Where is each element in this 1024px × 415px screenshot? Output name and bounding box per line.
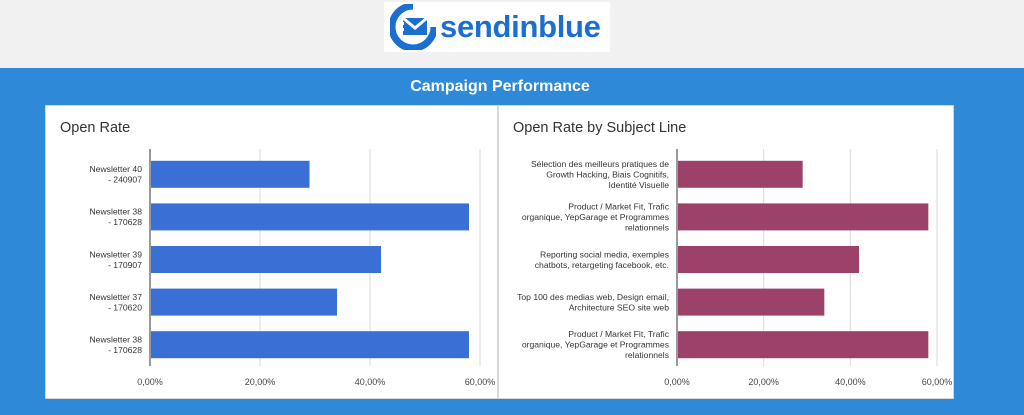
bar: [151, 160, 310, 188]
category-label: Reporting social media, exemples chatbots…: [535, 249, 669, 270]
sendinblue-logo: sendinblue: [384, 2, 610, 52]
envelope-logo-icon: [390, 4, 436, 50]
x-tick-label: 20,00%: [245, 377, 276, 387]
x-tick-label: 0,00%: [664, 377, 690, 387]
bar: [151, 331, 469, 359]
bar: [151, 288, 337, 316]
subject-line-chart: 0,00% 20,00% 40,00% 60,00% Sélection des mei…: [517, 149, 953, 387]
category-label: Sélection des meilleurs pratiques de Grow…: [531, 159, 669, 190]
top-bar: sendinblue: [0, 0, 1024, 68]
category-label: Product / Market Fit, Trafic organique, Y…: [522, 201, 670, 232]
open-rate-chart-title: Open Rate: [60, 120, 131, 136]
open-rate-chart: 0,00% 20,00% 40,00% 60,00% Newsletter 40- 24…: [89, 149, 496, 387]
x-tick-label: 40,00%: [355, 377, 386, 387]
bar: [678, 246, 859, 273]
bar: [151, 203, 469, 231]
x-tick-label: 60,00%: [922, 377, 953, 387]
x-tick-label: 40,00%: [835, 377, 866, 387]
subject-line-panel: Open Rate by Subject Line 0,00% 20,00% 40,…: [498, 105, 954, 399]
subject-line-chart-title: Open Rate by Subject Line: [513, 120, 687, 136]
logo-wordmark: sendinblue: [440, 9, 601, 44]
category-label: Newsletter 40- 240907: [89, 164, 142, 185]
x-tick-label: 60,00%: [465, 377, 496, 387]
bar: [678, 160, 803, 188]
dashboard-title: Campaign Performance: [410, 78, 590, 95]
bar: [151, 246, 381, 273]
category-label: Newsletter 37- 170620: [89, 292, 142, 313]
open-rate-panel: Open Rate 0,00% 20,00% 40,00% 60,00% Newslet…: [45, 105, 498, 399]
category-label: Newsletter 39- 170907: [89, 249, 142, 270]
x-tick-label: 20,00%: [748, 377, 779, 387]
x-tick-label: 0,00%: [137, 377, 163, 387]
category-label: Newsletter 38- 170628: [89, 207, 142, 228]
category-label: Newsletter 38- 170628: [89, 334, 142, 355]
bar: [678, 331, 929, 359]
category-label: Top 100 des medias web, Design email, Arc…: [517, 292, 669, 313]
bar: [678, 288, 825, 316]
category-label: Product / Market Fit, Trafic organique, Y…: [522, 329, 670, 360]
bar: [678, 203, 929, 231]
